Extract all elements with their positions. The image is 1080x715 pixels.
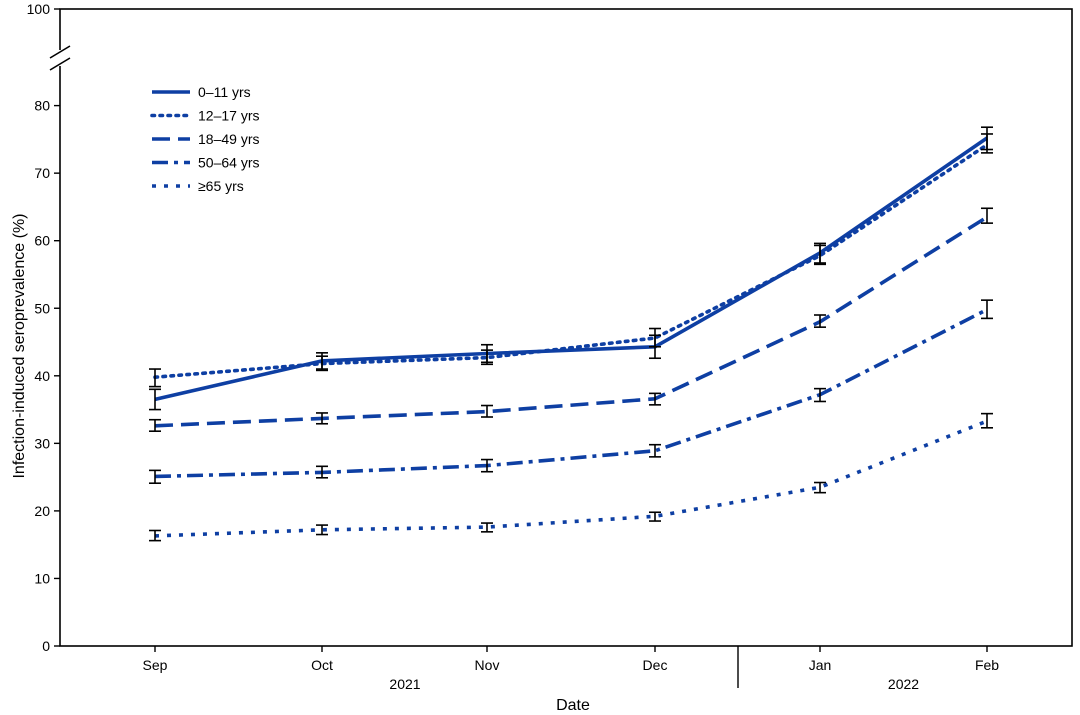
y-tick-label: 70 [34,165,50,181]
error-bar [316,412,328,425]
error-bar [149,368,161,388]
y-tick-label: 0 [42,638,50,654]
axis-break-mark [49,57,71,71]
plot-frame [49,8,1073,647]
y-axis-title: Infection-induced seroprevalence (%) [11,213,28,478]
y-tick-label: 80 [34,98,50,114]
error-bar [814,387,826,403]
error-bar [814,481,826,494]
error-bar [149,388,161,411]
x-tick-label: Feb [975,657,999,673]
y-tick-label: 60 [34,233,50,249]
error-bar [814,314,826,328]
year-label: 2022 [888,676,919,692]
legend-label: 18–49 yrs [198,131,259,147]
error-bar [149,469,161,485]
error-bar [481,458,493,473]
y-tick-label: 50 [34,300,50,316]
error-bar [316,465,328,479]
error-bar [481,349,493,366]
error-bar [316,524,328,536]
legend-label: 0–11 yrs [198,84,251,100]
error-bar [481,522,493,533]
x-axis: Sep Oct Nov Dec Jan Feb 2021 2022 [143,646,999,692]
x-tick-label: Oct [311,657,333,673]
error-bar [316,355,328,372]
legend-label: ≥65 yrs [198,178,244,194]
x-tick-label: Jan [809,657,832,673]
error-bar [481,404,493,418]
series-line-0 [154,136,989,402]
series-line-4 [154,419,988,538]
error-bar [814,244,826,266]
x-tick-label: Nov [475,657,500,673]
legend-label: 50–64 yrs [198,155,259,171]
error-bar [649,443,661,458]
x-tick-label: Dec [643,657,668,673]
y-axis: 0 10 20 30 40 50 60 70 80 100 [27,1,60,654]
error-bar [649,327,661,348]
error-bar [981,299,993,320]
legend-label: 12–17 yrs [198,108,259,124]
x-tick-label: Sep [143,657,168,673]
plot-border [59,8,1073,647]
axis-break-mark [49,45,71,59]
legend: 0–11 yrs 12–17 yrs 18–49 yrs 50–64 yrs ≥65 y… [150,84,259,194]
error-bar [149,418,161,432]
series-layer [153,136,989,538]
x-axis-title: Date [556,697,590,714]
series-line-2 [154,215,988,428]
series-line-3 [154,307,988,479]
error-bar [149,529,161,542]
error-bar [981,133,993,154]
y-tick-label: 40 [34,368,50,384]
y-tick-label: 100 [27,1,51,17]
error-bar [649,511,661,522]
series-line-1 [153,143,989,380]
error-bar [981,412,993,429]
year-label: 2021 [389,676,420,692]
error-bar [981,207,993,224]
error-bar [649,392,661,406]
y-tick-label: 30 [34,435,50,451]
error-bars [149,126,993,542]
y-tick-label: 10 [34,570,50,586]
y-tick-label: 20 [34,503,50,519]
